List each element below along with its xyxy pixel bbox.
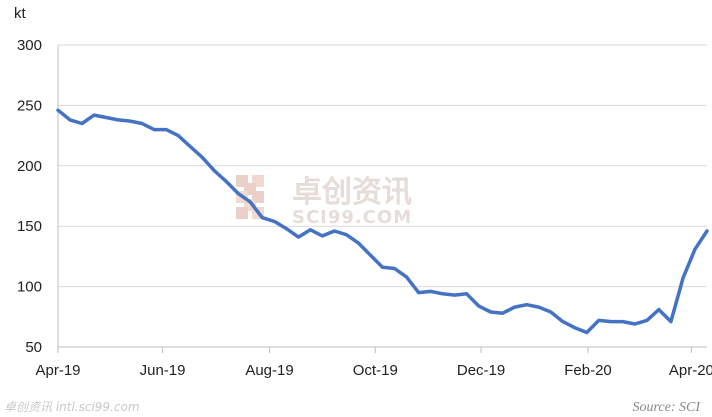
source-label: Source: SCI [632,400,701,415]
x-tick-label: Aug-19 [245,362,293,379]
watermark-corner-text: 卓创资讯 intl.sci99.com [4,400,140,414]
watermark-name-en: SCI99.COM [292,207,412,228]
x-tick-label: Feb-20 [564,362,612,379]
y-tick-label: 300 [17,37,42,54]
watermark-name-cn: 卓创资讯 [292,175,412,210]
x-tick-label: Oct-19 [353,362,398,379]
series-group [56,108,709,335]
y-tick-label: 100 [17,279,42,296]
y-tick-label: 250 [17,97,42,114]
x-tick-label: Jun-19 [140,362,186,379]
x-axis-ticks: Apr-19 Jun-19 Aug-19 Oct-19 Dec-19 Feb-20 Apr-… [35,347,712,379]
y-tick-label: 150 [17,218,42,235]
series-line [56,108,709,335]
y-axis-unit-label: kt [14,5,27,22]
y-axis-ticks: 50 100 150 200 250 300 [17,37,42,356]
x-tick-label: Apr-20 [669,362,712,379]
y-tick-label: 50 [25,339,42,356]
x-tick-label: Apr-19 [35,362,80,379]
grid-lines [58,44,707,288]
axes [57,45,707,348]
watermark-logo-square [236,207,248,219]
y-tick-label: 200 [17,158,42,175]
watermark: 卓创资讯 SCI99.COM [236,175,412,228]
x-tick-label: Dec-19 [457,362,505,379]
